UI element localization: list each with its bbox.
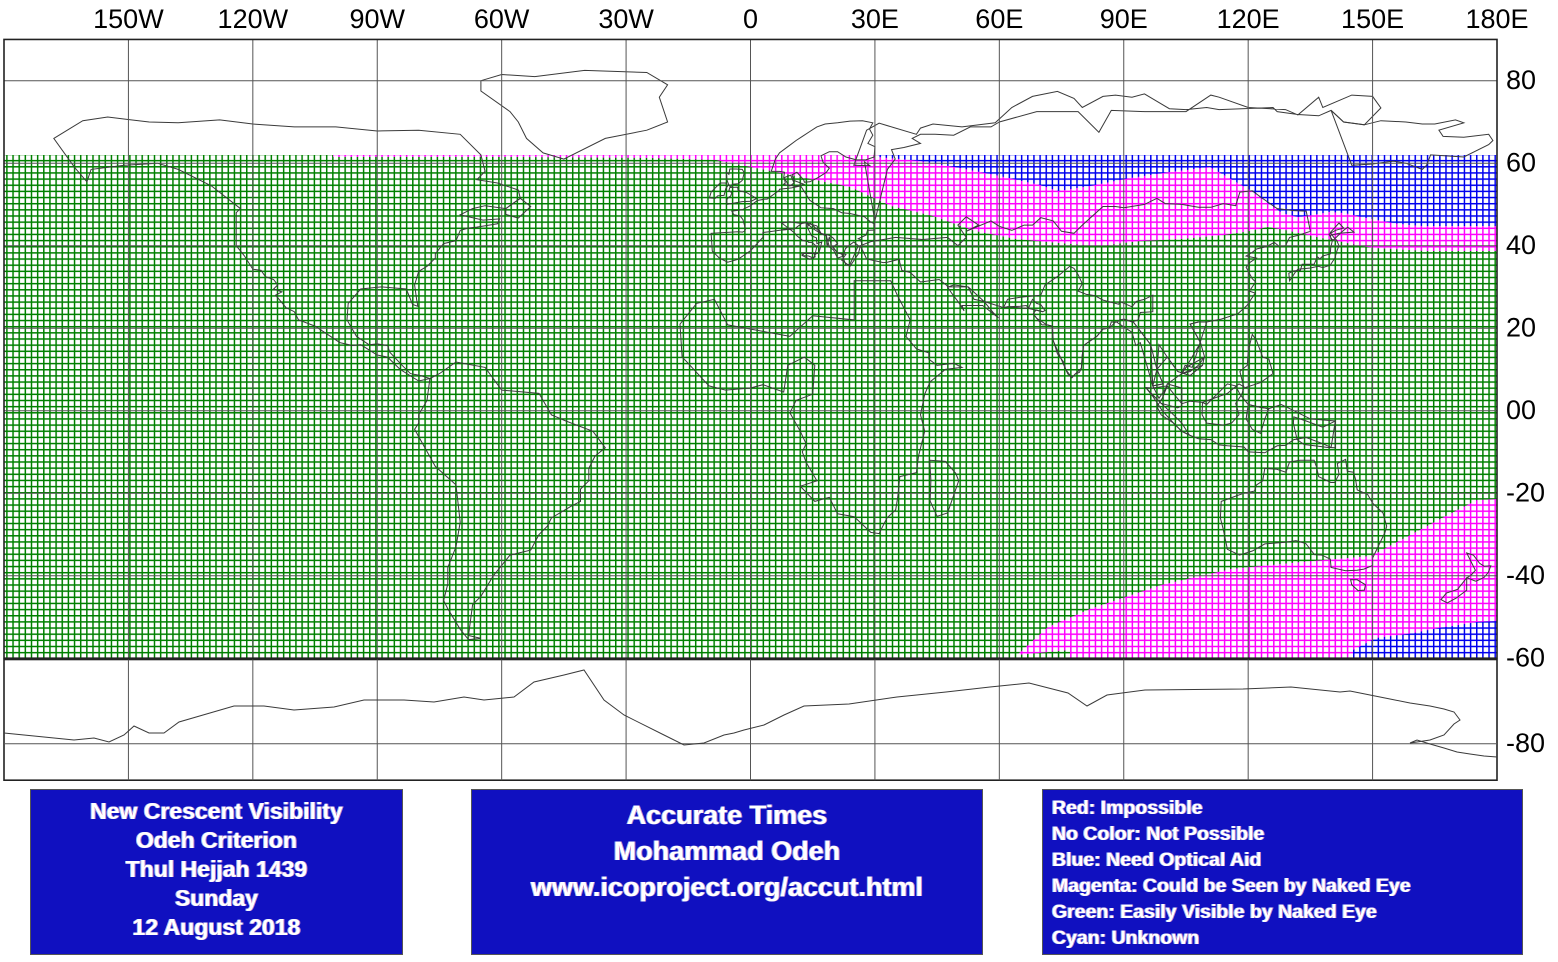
- svg-text:120E: 120E: [1217, 4, 1280, 34]
- svg-text:60: 60: [1506, 148, 1536, 178]
- svg-text:90W: 90W: [349, 4, 405, 34]
- svg-text:60E: 60E: [975, 4, 1023, 34]
- svg-text:60W: 60W: [474, 4, 530, 34]
- svg-text:00: 00: [1506, 395, 1536, 425]
- svg-text:180E: 180E: [1465, 4, 1528, 34]
- svg-text:0: 0: [743, 4, 758, 34]
- svg-text:80: 80: [1506, 65, 1536, 95]
- svg-text:150E: 150E: [1341, 4, 1404, 34]
- svg-text:90E: 90E: [1100, 4, 1148, 34]
- svg-text:-80: -80: [1506, 728, 1545, 758]
- svg-text:-20: -20: [1506, 478, 1545, 508]
- svg-text:150W: 150W: [93, 4, 164, 34]
- svg-text:120W: 120W: [218, 4, 289, 34]
- svg-text:40: 40: [1506, 230, 1536, 260]
- svg-text:-40: -40: [1506, 560, 1545, 590]
- svg-text:20: 20: [1506, 313, 1536, 343]
- svg-text:30E: 30E: [851, 4, 899, 34]
- svg-text:-60: -60: [1506, 643, 1545, 673]
- svg-text:30W: 30W: [598, 4, 654, 34]
